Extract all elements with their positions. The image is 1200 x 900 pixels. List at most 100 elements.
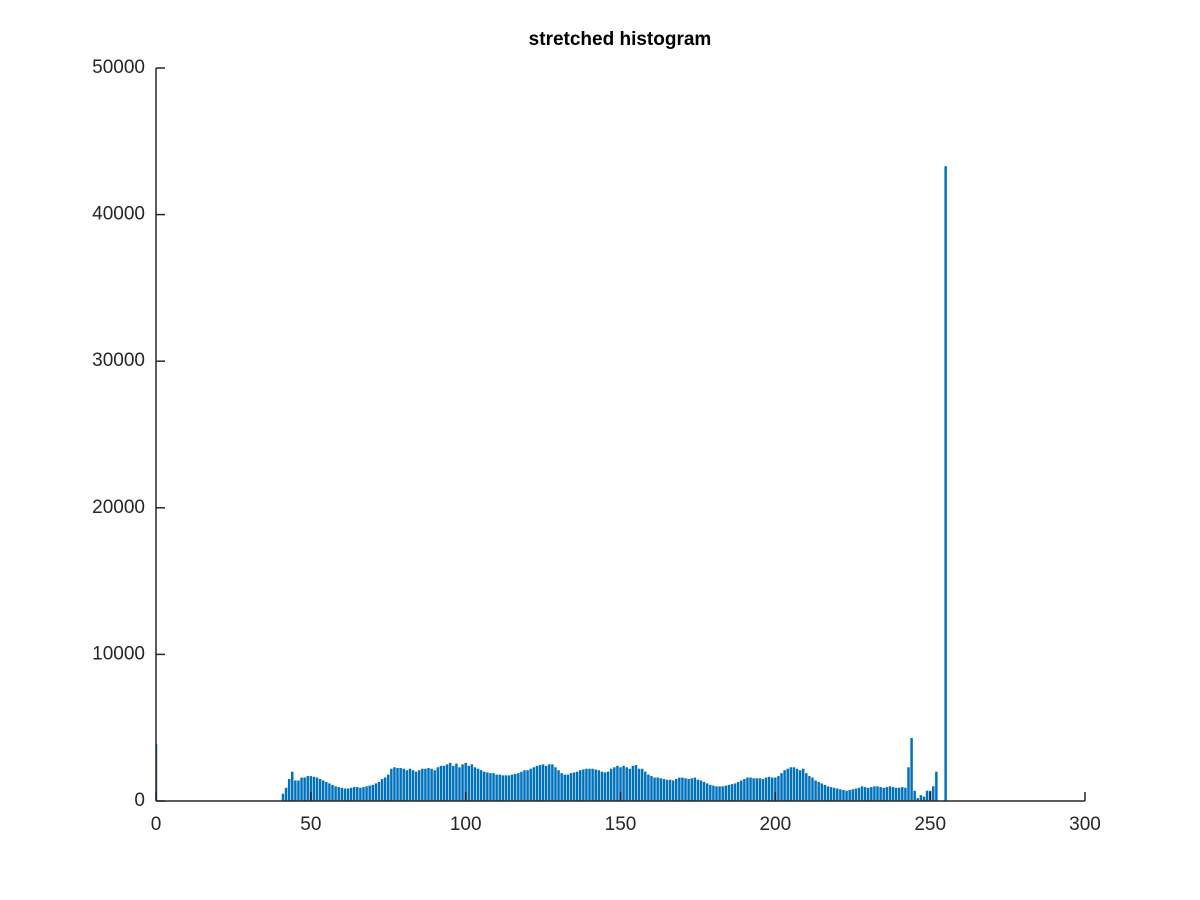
- bar: [786, 768, 789, 801]
- y-tick-label: 20000: [92, 497, 145, 518]
- bar: [678, 777, 681, 801]
- bar: [922, 796, 926, 801]
- bar: [591, 768, 594, 801]
- bar: [774, 777, 777, 801]
- bar: [501, 775, 505, 801]
- bar: [631, 765, 635, 801]
- bar: [544, 765, 548, 801]
- bar: [777, 776, 780, 801]
- bar: [600, 771, 604, 801]
- bar: [483, 771, 486, 801]
- bar: [897, 787, 901, 801]
- bar: [473, 767, 477, 801]
- bar: [356, 787, 359, 801]
- bar: [554, 767, 557, 801]
- bar: [653, 777, 656, 801]
- bar: [894, 787, 898, 801]
- x-tick-label: 250: [914, 814, 946, 835]
- bar: [492, 773, 495, 801]
- bar: [798, 770, 802, 801]
- bar: [693, 777, 697, 801]
- bar: [709, 784, 712, 801]
- bar: [733, 783, 737, 801]
- bar: [662, 779, 666, 801]
- bar: [740, 780, 743, 801]
- bar: [433, 770, 436, 801]
- bar: [681, 777, 684, 801]
- bar: [281, 793, 285, 801]
- bar: [396, 768, 399, 801]
- x-tick-label: 200: [759, 814, 791, 835]
- bar: [721, 786, 724, 801]
- bar: [517, 773, 520, 801]
- bar: [309, 776, 313, 801]
- bar: [854, 788, 858, 801]
- bar: [538, 765, 542, 801]
- bar: [814, 780, 817, 801]
- bar: [399, 768, 402, 801]
- bar: [439, 765, 443, 801]
- bar: [634, 765, 638, 801]
- bar: [297, 780, 300, 801]
- bar: [752, 778, 755, 801]
- bar: [312, 776, 316, 801]
- bar: [513, 773, 517, 801]
- bar: [715, 786, 718, 801]
- bar: [362, 787, 365, 801]
- bar: [606, 771, 610, 801]
- bar: [907, 767, 910, 801]
- x-tick-label: 100: [450, 814, 482, 835]
- bar: [371, 784, 375, 801]
- bar: [529, 768, 532, 801]
- bar: [532, 767, 536, 801]
- bar: [860, 786, 864, 801]
- bar: [479, 770, 483, 801]
- bar: [495, 774, 498, 801]
- bar: [845, 790, 848, 801]
- bar: [755, 778, 758, 801]
- bar: [436, 767, 440, 801]
- bar: [919, 795, 923, 801]
- bar: [808, 776, 811, 801]
- bar: [287, 779, 291, 801]
- bar: [616, 765, 619, 801]
- bar: [424, 768, 427, 801]
- bar: [650, 776, 653, 801]
- bar: [315, 777, 319, 801]
- bar: [569, 773, 573, 801]
- bar: [291, 771, 294, 801]
- bar: [659, 778, 662, 801]
- bar: [498, 774, 501, 801]
- bar: [916, 798, 920, 801]
- bar: [668, 779, 672, 801]
- bar: [321, 780, 325, 801]
- bar: [851, 789, 854, 801]
- bar: [764, 777, 768, 801]
- bar: [712, 785, 715, 801]
- bar: [885, 787, 889, 801]
- bar: [390, 768, 393, 801]
- bar: [888, 786, 892, 801]
- bar: [470, 764, 474, 801]
- bar: [486, 772, 489, 801]
- bar: [467, 765, 471, 801]
- bar: [359, 787, 362, 801]
- bar: [476, 768, 480, 801]
- bar: [427, 768, 430, 801]
- bar: [882, 787, 885, 801]
- bar: [761, 779, 765, 801]
- bar: [306, 776, 309, 801]
- bar: [805, 773, 808, 801]
- bar: [730, 784, 734, 801]
- bar: [913, 790, 916, 801]
- bar: [579, 770, 582, 801]
- bar: [817, 781, 820, 801]
- bar: [337, 787, 340, 801]
- x-tick-label: 300: [1069, 814, 1101, 835]
- bar: [563, 774, 566, 801]
- bar: [625, 767, 628, 801]
- bar: [904, 787, 907, 801]
- bar: [823, 784, 827, 801]
